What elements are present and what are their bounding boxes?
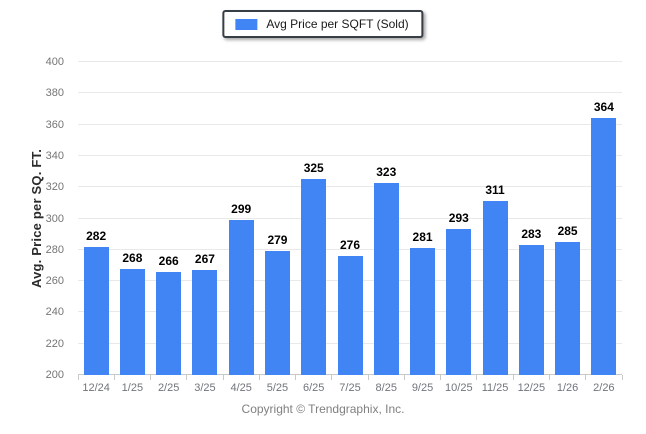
bar-value-label: 279 <box>267 233 288 248</box>
bar-value-label: 299 <box>231 202 252 217</box>
x-tick-mark <box>367 375 369 380</box>
x-tick-mark <box>295 375 297 380</box>
x-category-label: 9/25 <box>411 382 434 394</box>
x-category-label: 12/24 <box>82 382 110 394</box>
bar <box>228 220 254 375</box>
bar <box>264 251 290 375</box>
x-tick-mark <box>585 375 587 380</box>
gridline <box>78 217 622 219</box>
y-tick-label: 300 <box>45 212 64 225</box>
y-tick-label: 360 <box>45 118 64 131</box>
x-tick-mark <box>621 375 623 380</box>
x-tick-mark <box>258 375 260 380</box>
plot-area: 200 220 240 260 280 300 320 340 360 380 400 282 12/2… <box>46 56 623 394</box>
x-tick-mark <box>403 375 405 380</box>
x-category-label: 5/25 <box>266 382 289 394</box>
bar <box>446 229 472 375</box>
bar-value-label: 285 <box>557 223 578 238</box>
bar-value-label: 364 <box>593 100 614 115</box>
x-tick-mark <box>512 375 514 380</box>
y-tick-label: 400 <box>45 56 64 68</box>
gridline <box>78 154 622 156</box>
x-tick-mark <box>77 375 79 380</box>
bar-value-label: 266 <box>158 253 179 268</box>
gridline <box>78 61 622 62</box>
x-category-label: 6/25 <box>303 382 325 394</box>
bar <box>337 256 363 375</box>
x-tick-mark <box>222 375 224 380</box>
gridline <box>78 248 622 250</box>
y-tick-label: 380 <box>45 87 64 100</box>
gridline <box>78 123 622 125</box>
x-category-label: 2/26 <box>593 382 615 394</box>
bar-value-label: 268 <box>122 250 143 265</box>
y-tick-label: 260 <box>45 275 64 288</box>
x-category-label: 2/25 <box>157 382 180 394</box>
bar <box>555 241 581 375</box>
bar-value-label: 325 <box>303 161 324 176</box>
bar-value-label: 311 <box>485 183 505 198</box>
x-tick-mark <box>113 375 115 380</box>
x-category-label: 1/25 <box>121 382 144 394</box>
y-tick-label: 240 <box>45 306 64 319</box>
x-category-label: 4/25 <box>230 382 252 394</box>
bar-value-label: 282 <box>86 228 107 243</box>
bar <box>119 268 145 375</box>
bar <box>192 270 218 375</box>
bar-value-label: 323 <box>376 164 397 179</box>
x-tick-mark <box>331 375 333 380</box>
bar <box>83 246 109 375</box>
x-tick-mark <box>150 375 152 380</box>
x-category-label: 1/26 <box>556 382 579 394</box>
bar <box>301 179 327 375</box>
x-tick-mark <box>186 375 188 380</box>
bar-value-label: 293 <box>448 211 469 226</box>
x-category-label: 11/25 <box>481 382 509 394</box>
x-category-label: 12/25 <box>517 382 546 394</box>
x-tick-mark <box>548 375 550 380</box>
legend: Avg Price per SQFT (Sold) <box>222 10 424 38</box>
y-tick-label: 200 <box>45 369 64 381</box>
legend-swatch <box>235 18 258 30</box>
x-category-label: 10/25 <box>445 382 473 394</box>
copyright-text: Copyright © Trendgraphix, Inc. <box>241 402 405 416</box>
y-tick-label: 280 <box>45 243 64 256</box>
bar <box>373 182 399 375</box>
y-tick-label: 340 <box>45 149 64 162</box>
bar <box>518 245 544 375</box>
bar <box>156 271 182 375</box>
bar-value-label: 267 <box>194 252 215 267</box>
bar-value-label: 281 <box>412 230 433 245</box>
bar <box>591 118 617 375</box>
legend-label: Avg Price per SQFT (Sold) <box>266 17 409 31</box>
y-tick-label: 220 <box>45 337 64 350</box>
gridline <box>78 186 622 188</box>
x-category-label: 8/25 <box>375 382 397 394</box>
bar <box>410 248 436 375</box>
bar-value-label: 283 <box>521 227 542 242</box>
x-tick-mark <box>440 375 442 380</box>
x-category-label: 3/25 <box>194 382 216 394</box>
bar-value-label: 276 <box>339 238 361 253</box>
gridline <box>78 92 622 94</box>
x-tick-mark <box>476 375 478 380</box>
x-category-label: 7/25 <box>339 382 361 394</box>
bar <box>482 201 508 375</box>
y-tick-label: 320 <box>45 181 64 194</box>
